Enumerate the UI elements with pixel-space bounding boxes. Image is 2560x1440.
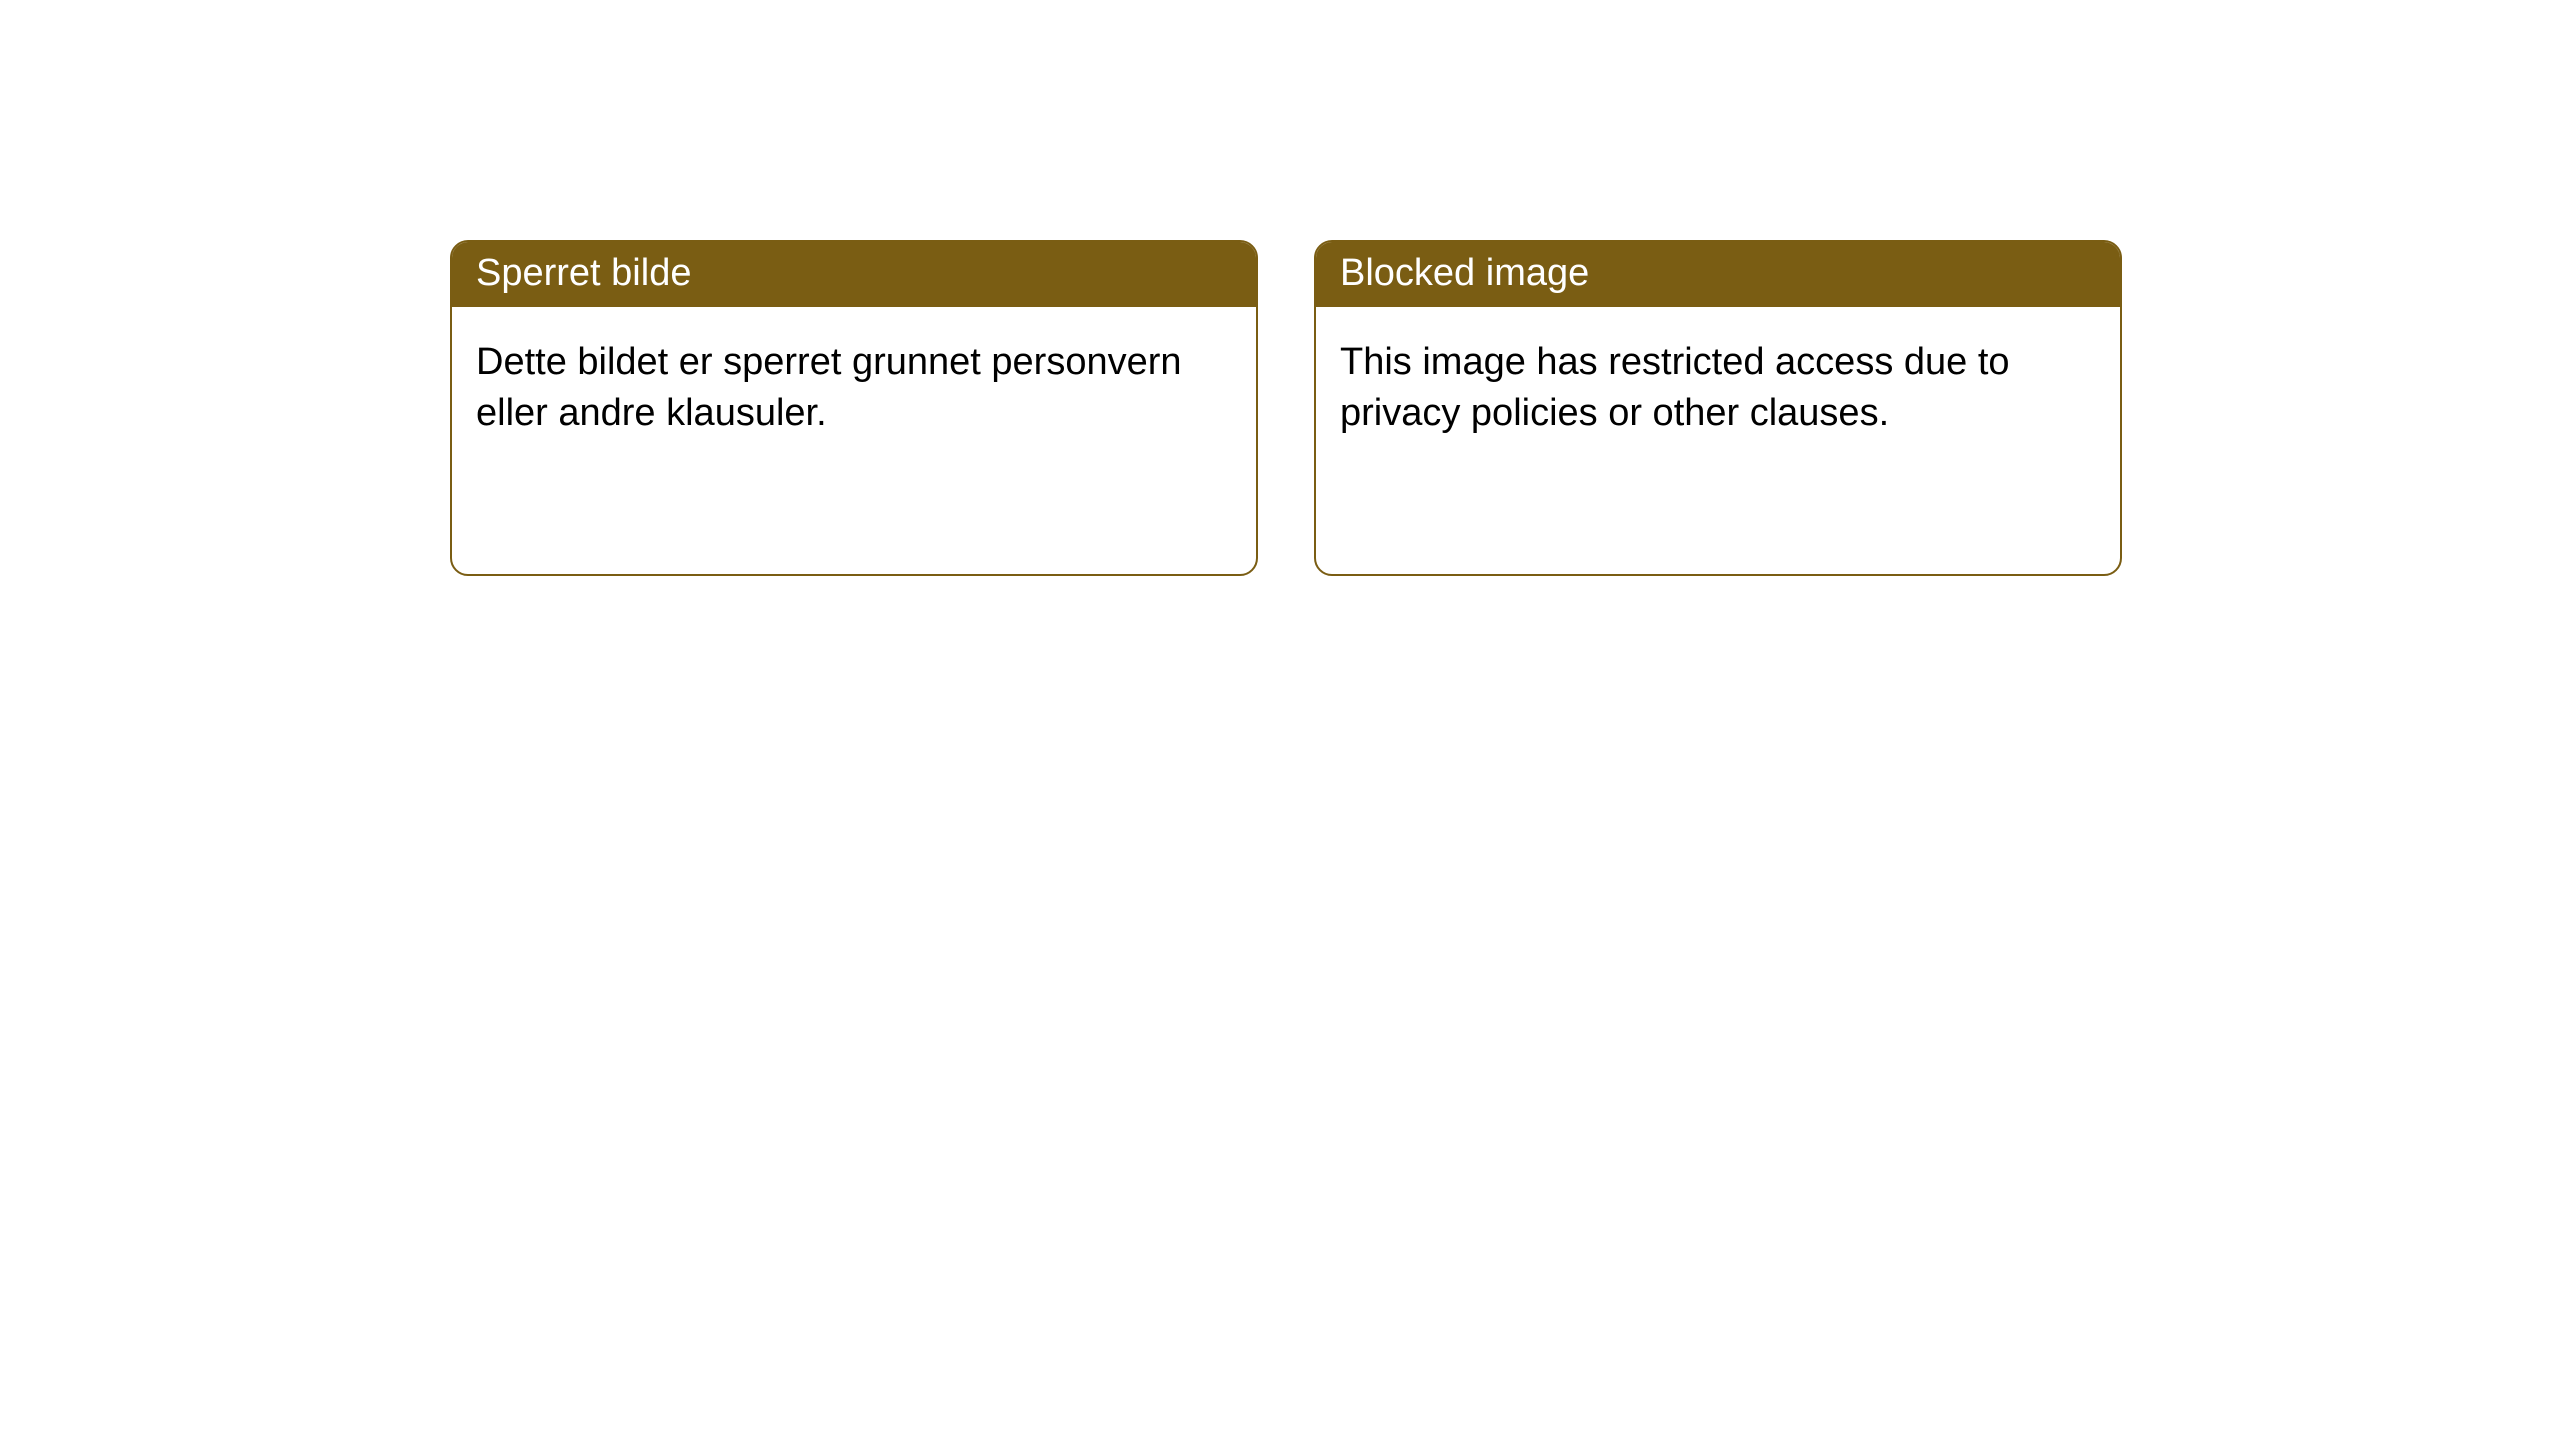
notice-title-norwegian: Sperret bilde	[452, 242, 1256, 307]
notice-card-norwegian: Sperret bilde Dette bildet er sperret gr…	[450, 240, 1258, 576]
notice-body-english: This image has restricted access due to …	[1316, 307, 2120, 470]
notice-body-norwegian: Dette bildet er sperret grunnet personve…	[452, 307, 1256, 470]
notice-container: Sperret bilde Dette bildet er sperret gr…	[0, 0, 2560, 576]
notice-title-english: Blocked image	[1316, 242, 2120, 307]
notice-card-english: Blocked image This image has restricted …	[1314, 240, 2122, 576]
